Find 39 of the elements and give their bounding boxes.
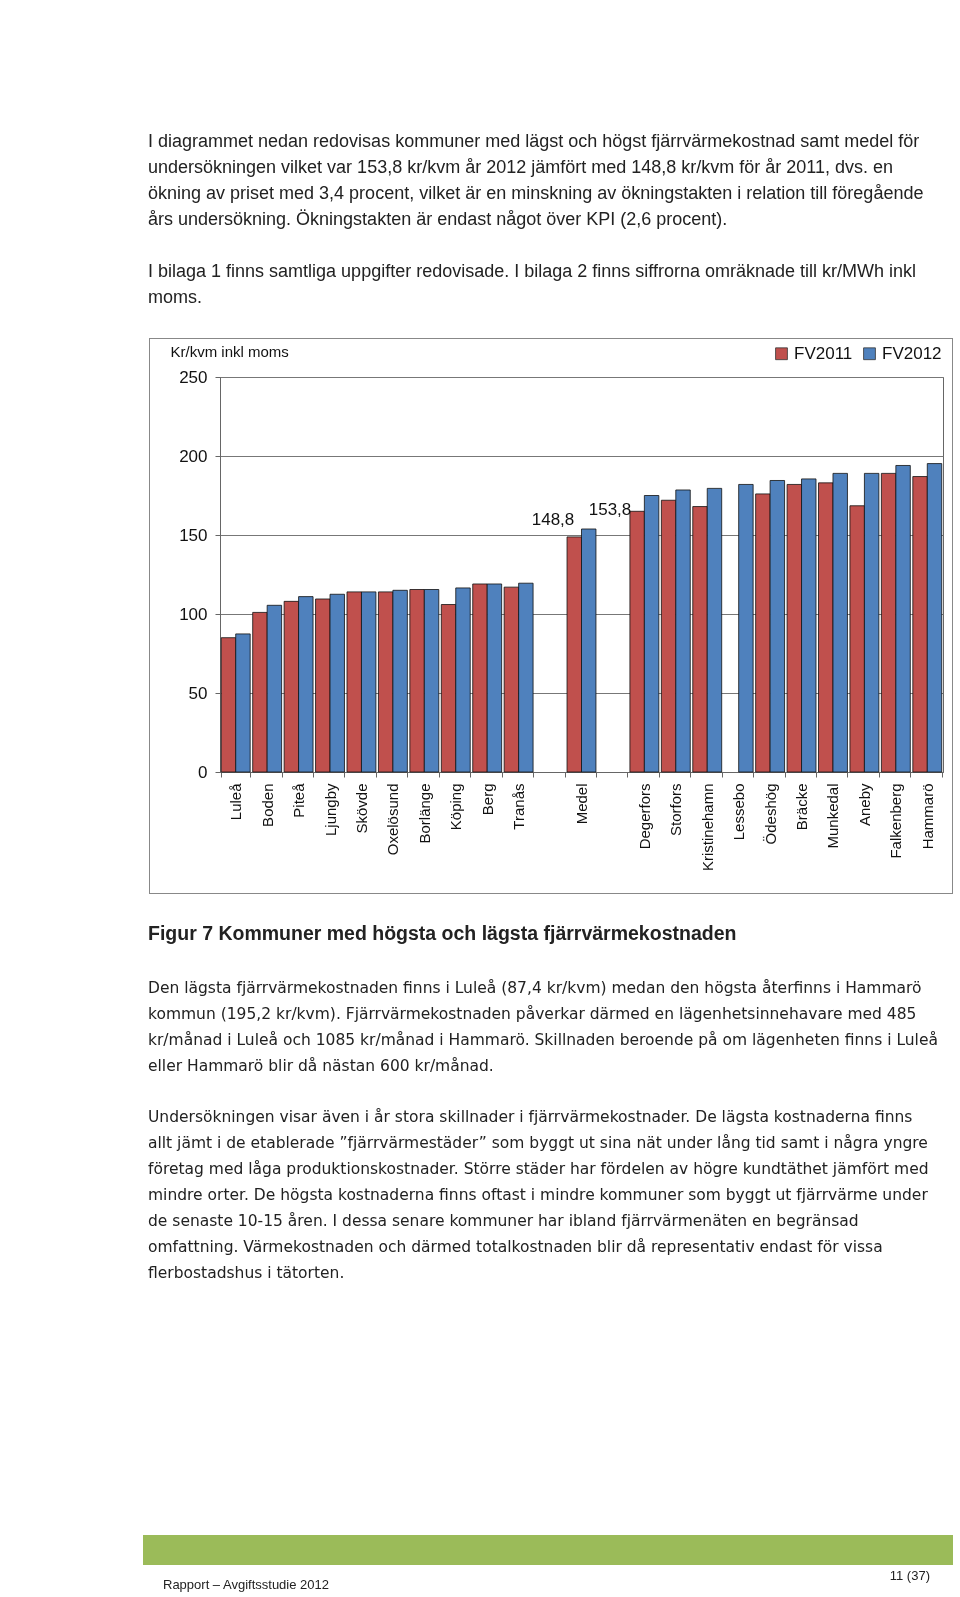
x-tick-label: Köping [447, 783, 465, 831]
y-tick-label: 150 [179, 525, 208, 545]
x-tick-label: Luleå [227, 782, 245, 821]
x-tick-label: Oxelösund [384, 783, 402, 856]
x-tick-label: Munkedal [824, 783, 842, 849]
data-label: 148,8 [531, 509, 575, 529]
y-tick-label: 100 [179, 604, 208, 624]
legend-label: FV2011 [794, 343, 853, 363]
x-tick-label: Hammarö [918, 783, 936, 850]
x-tick-label: Boden [258, 783, 276, 827]
y-tick-label: 200 [179, 446, 208, 466]
x-tick-label: Aneby [855, 783, 873, 827]
text: Rapport – Avgiftsstudie 2012 [163, 1577, 329, 1592]
y-tick-label: 0 [198, 762, 208, 782]
text: I diagrammet nedan redovisas kommuner med lägst och högst fjärrvärmekostnad samt medel för undersökningen vilket var 153,8 kr/kvm år 2012 jämfört med 148,8 kr/kvm för år 2011, dvs. en ökning av priset med 3,4 procent, vilket är en minskning av ökningstakten i relation till föregående års undersökning. Ökningstakten är endast något över KPI (2,6 procent). [148, 130, 925, 231]
text: Figur 7 Kommuner med högsta och lägsta fjärrvärmekostnaden [148, 922, 738, 945]
y-tick-label: 250 [179, 367, 208, 387]
text: Undersökningen visar även i år stora skillnader i fjärrvärmekostnader. De lägsta kostnaderna finns allt jämt i de etablerade ”fjärrvärmestäder” som byggt ut sina nät under lång tid samt i några yngre företag med låga produktionskostnader. Större städer har fördelen av högre kundtäthet jämfört med mindre orter. De högsta kostnaderna finns oftast i mindre kommuner som byggt ut fjärrvärme under de senaste 10-15 åren. I dessa senare kommuner har ibland fjärrvärmenäten en begränsad omfattning. Värmekostnaden och därmed totalkostnaden blir då representativ endast för vissa flerbostadshus i tätorten. [148, 1107, 930, 1284]
x-tick-label: Medel [573, 783, 590, 825]
x-tick-label: Lessebo [730, 783, 748, 841]
data-label: 153,8 [588, 500, 632, 519]
x-tick-label: Borlänge [415, 783, 433, 844]
x-tick-label: Falkenberg [887, 783, 905, 859]
x-tick-label: Kristinehamn [698, 783, 716, 872]
x-tick-label: Berg [478, 783, 496, 816]
x-tick-label: Ljungby [321, 783, 339, 837]
x-tick-label: Storfors [667, 783, 685, 837]
x-tick-label: Tranås [510, 783, 528, 830]
text: I bilaga 1 finns samtliga uppgifter redovisade. I bilaga 2 finns siffrorna omräknade till kr/MWh inkl moms. [148, 260, 918, 309]
x-tick-label: Ödeshög [761, 783, 779, 845]
text: 11 (37) [889, 1568, 930, 1583]
x-tick-label: Bräcke [793, 783, 811, 831]
text: Den lägsta fjärrvärmekostnaden finns i Luleå (87,4 kr/kvm) medan den högsta återfinns i Hammarö kommun (195,2 kr/kvm). Fjärrvärmekostnaden påverkar därmed en lägenhetsinnehavare med 485 kr/månad i Luleå och 1085 kr/månad i Hammarö. Skillnaden beroende på om lägenheten finns i Luleå eller Hammarö blir då nästan 600 kr/månad. [148, 978, 938, 1077]
x-tick-label: Skövde [352, 783, 370, 834]
x-tick-label: Piteå [290, 782, 308, 818]
y-tick-label: 50 [188, 683, 208, 703]
y-axis-title: Kr/kvm inkl moms [170, 342, 289, 360]
x-tick-label: Degerfors [635, 783, 653, 850]
legend-label: FV2012 [882, 343, 942, 363]
